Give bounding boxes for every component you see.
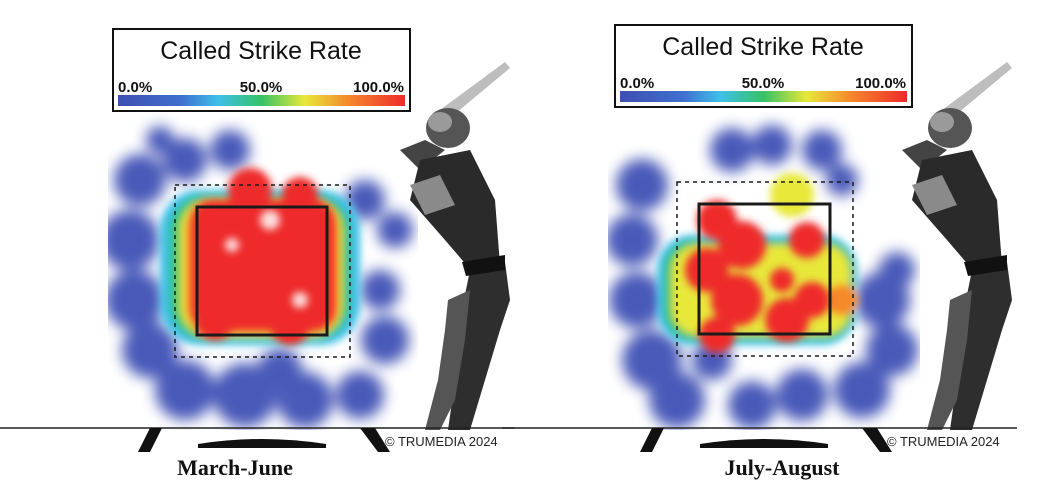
legend-tick-max: 100.0% [855,75,906,92]
chart-caption: March-June [177,455,293,480]
heatmap-chart: Called Strike Rate 0.0% 50.0% 100.0% © T… [502,24,1017,480]
copyright-text: © TRUMEDIA 2024 [385,434,498,449]
chart-panel-march-june: Called Strike Rate 0.0% 50.0% 100.0% © T… [0,0,515,484]
outer-low-blobs [108,126,413,428]
home-plate-area [502,427,1017,452]
legend-tick-max: 100.0% [353,79,404,96]
heatmap-blobs [108,126,413,428]
batter-silhouette-icon [902,62,1012,430]
legend-color-scale [620,91,907,102]
legend-tick-mid: 50.0% [742,75,785,92]
shadow-zone [174,184,351,358]
strike-zone [195,205,329,337]
legend-tick-mid: 50.0% [240,79,283,96]
legend: Called Strike Rate 0.0% 50.0% 100.0% [112,28,411,112]
chart-caption: July-August [725,455,841,480]
heatmap-blobs [608,125,918,429]
batter-silhouette-icon [400,62,510,430]
legend: Called Strike Rate 0.0% 50.0% 100.0% [614,24,913,108]
legend-title: Called Strike Rate [160,37,361,65]
core-high-blobs [685,200,830,353]
shadow-zone [676,181,854,357]
legend-tick-min: 0.0% [620,75,654,92]
legend-tick-min: 0.0% [118,79,152,96]
legend-title: Called Strike Rate [662,33,863,61]
home-plate-area [0,427,515,452]
strike-zone [697,202,832,336]
copyright-text: © TRUMEDIA 2024 [887,434,1000,449]
highlight-blobs [225,210,308,308]
heatmap-chart: Called Strike Rate 0.0% 50.0% 100.0% © T… [0,28,515,480]
chart-panel-july-august: Called Strike Rate 0.0% 50.0% 100.0% © T… [502,0,1017,484]
legend-color-scale [118,95,405,106]
